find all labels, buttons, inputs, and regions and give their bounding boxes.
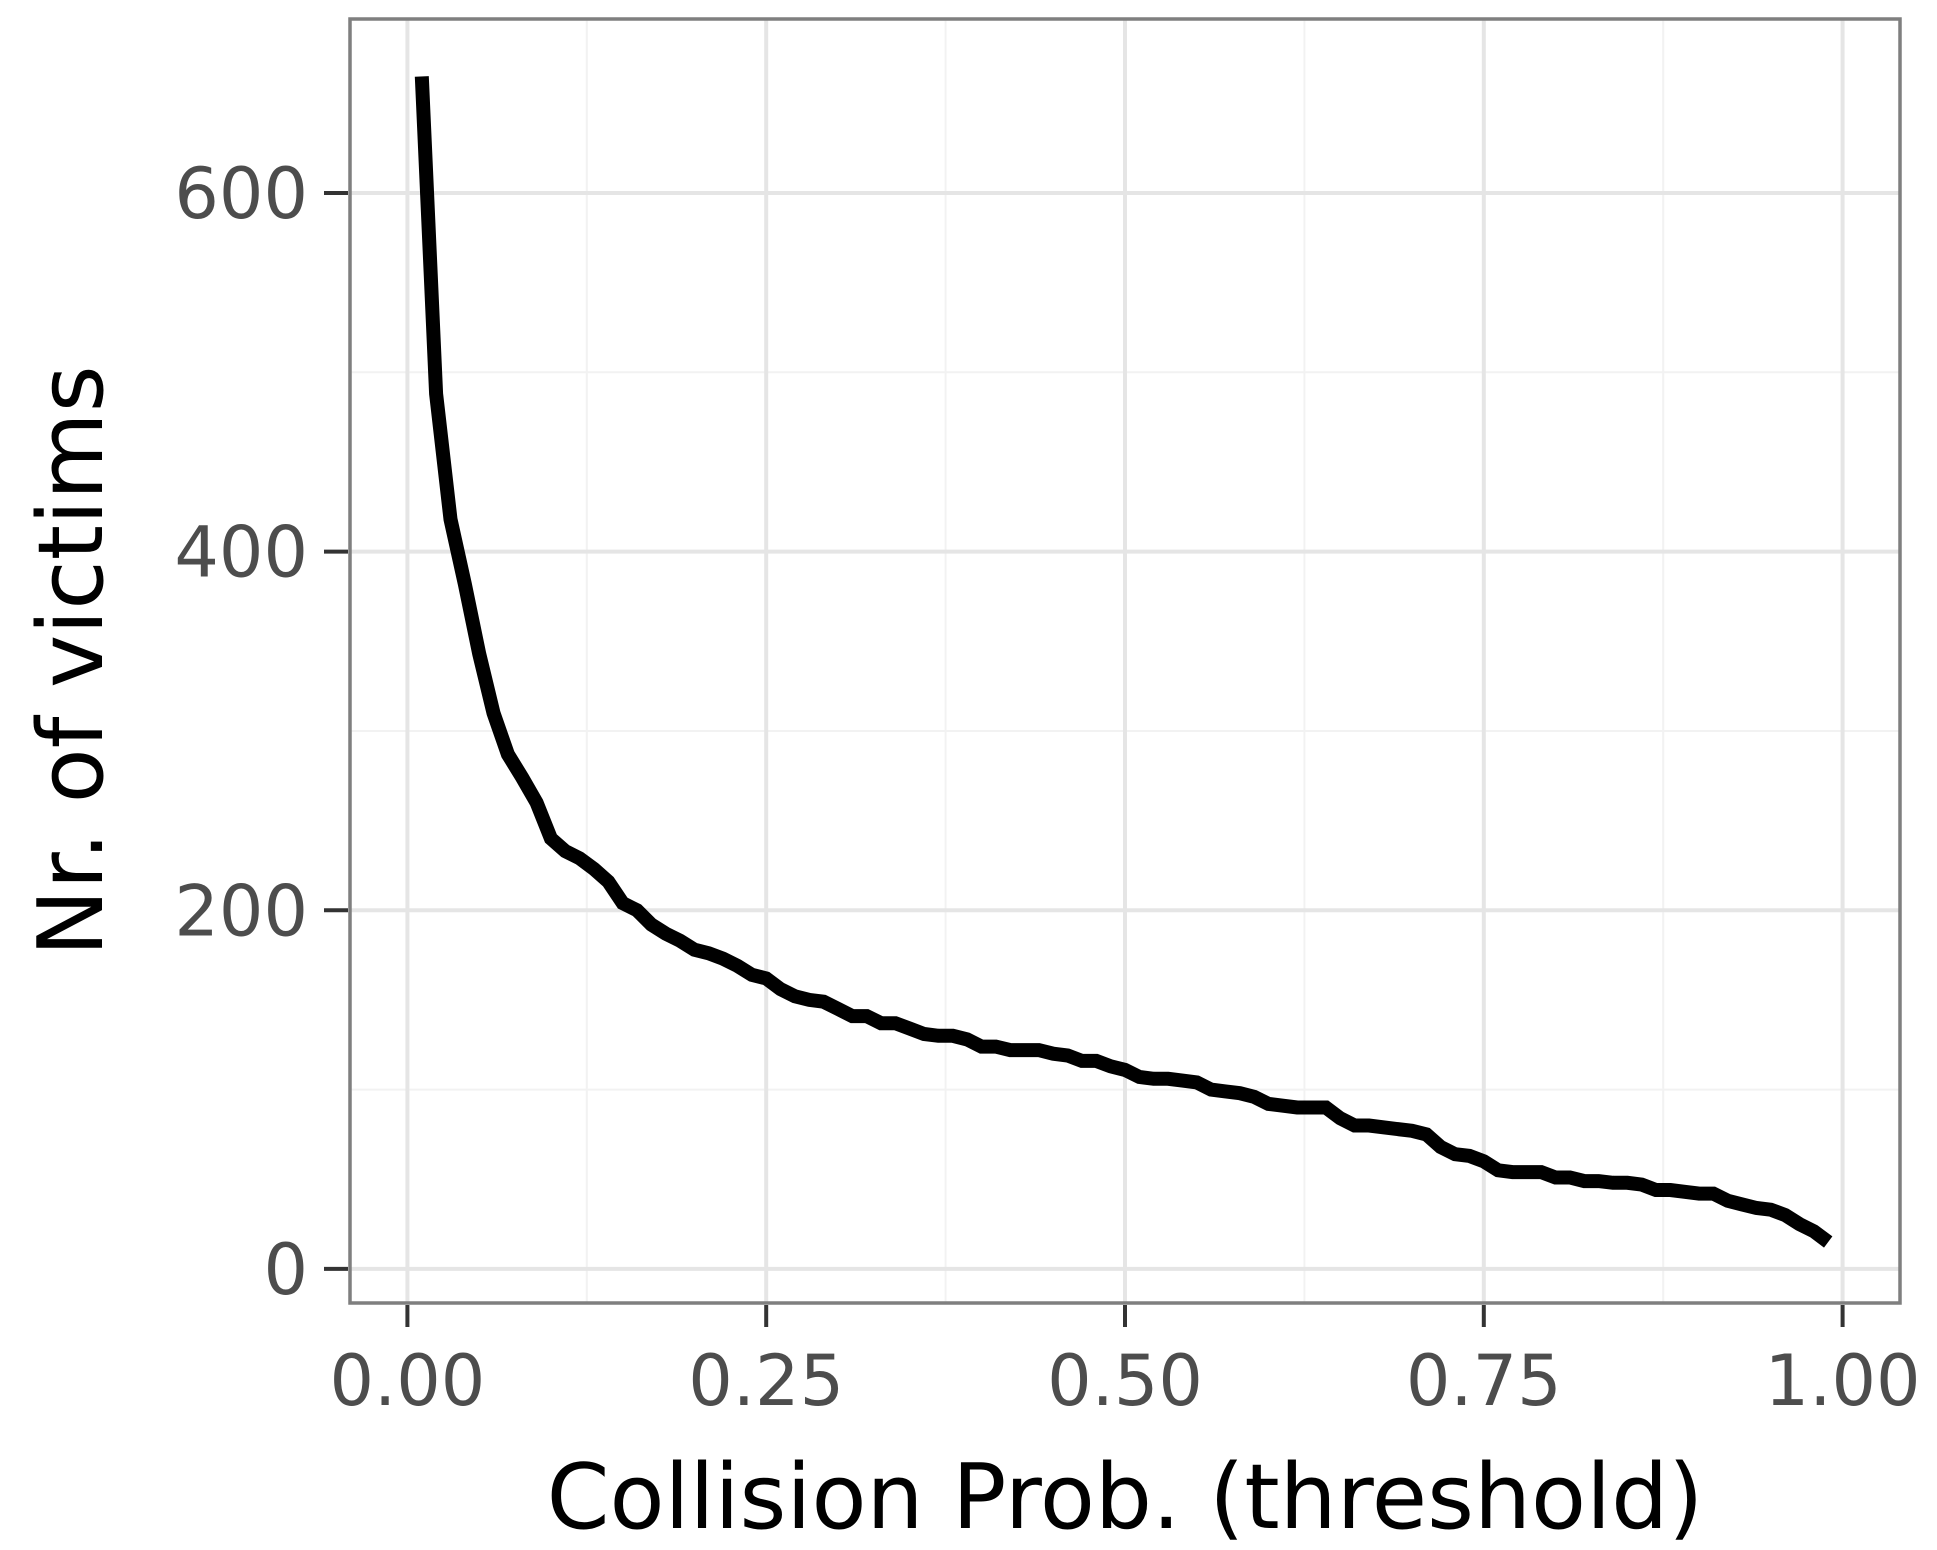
y-axis-title: Nr. of victims (19, 365, 124, 956)
x-tick-label: 0.75 (1406, 1340, 1562, 1422)
series-line (414, 76, 1833, 1248)
y-axis: 0 200 400 600 (174, 153, 348, 1311)
panel-border (348, 17, 1902, 1305)
x-axis: 0.00 0.25 0.50 0.75 1.00 (329, 1305, 1921, 1422)
x-tick-label: 0.25 (688, 1340, 844, 1422)
x-axis-title: Collision Prob. (threshold) (547, 1445, 1704, 1550)
y-tick-label: 200 (174, 870, 308, 952)
x-tick-label: 0.00 (329, 1340, 485, 1422)
y-tick-label: 0 (263, 1229, 308, 1311)
x-tick-label: 1.00 (1765, 1340, 1921, 1422)
y-tick-label: 400 (174, 512, 308, 594)
major-gridlines (350, 19, 1900, 1303)
x-tick-label: 0.50 (1047, 1340, 1203, 1422)
y-tick-label: 600 (174, 153, 308, 235)
